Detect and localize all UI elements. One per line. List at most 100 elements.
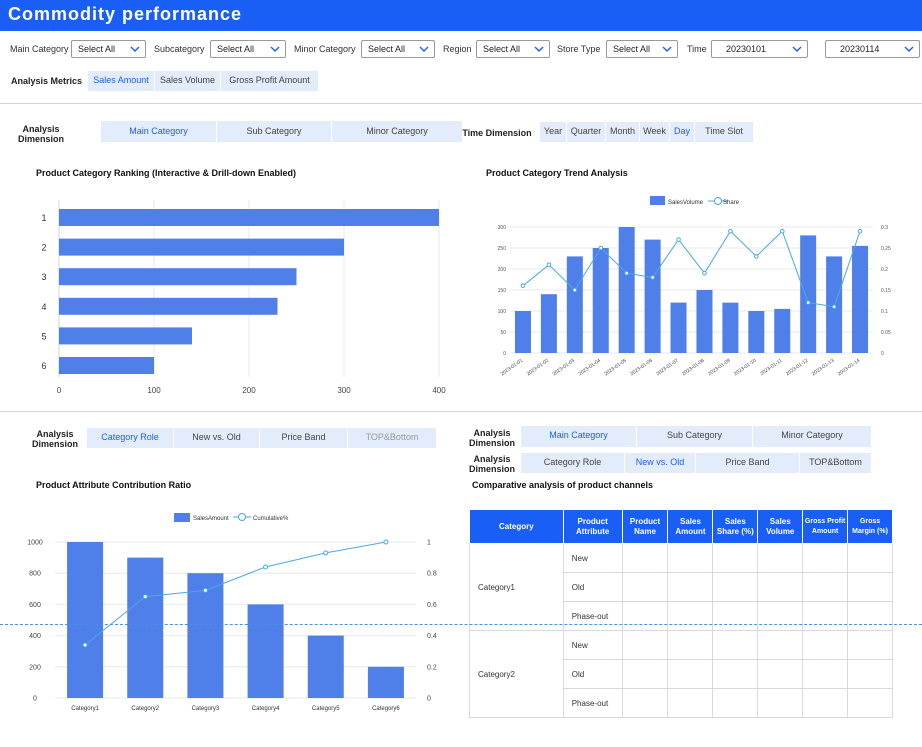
tab-sub-category[interactable]: Sub Category — [217, 121, 332, 142]
y-tick-label: 1 — [41, 213, 46, 223]
tab-year[interactable]: Year — [540, 122, 567, 142]
trend-chart[interactable]: SalesVolume Share 0 50 100 150 200 250 300 0 0.05 0… — [480, 190, 922, 390]
tab-category-role[interactable]: Category Role — [521, 453, 625, 473]
tab-new-vs-old[interactable]: New vs. Old — [174, 428, 260, 448]
dimension-tabs: Main Category Sub Category Minor Categor… — [101, 121, 462, 142]
series-line — [84, 541, 387, 646]
bar — [748, 311, 765, 353]
tab-minor-category[interactable]: Minor Category — [781, 430, 843, 440]
x-tick-label: 2023-01-10 — [733, 358, 758, 378]
bar — [852, 245, 869, 353]
col-header: Gross Margin (%) — [847, 509, 893, 544]
table-row: Category1 New — [469, 543, 893, 631]
main-category-label: Main Category — [10, 44, 69, 54]
region-select[interactable]: Select All — [476, 40, 550, 58]
chevron-down-icon — [270, 46, 280, 52]
filter-bar: Main Category Select All Subcategory Sel… — [0, 40, 922, 60]
attribute-cell: Old — [562, 572, 623, 602]
bar — [670, 302, 687, 353]
x-tick-label: 400 — [432, 386, 446, 395]
y2-tick-label: 0.1 — [881, 309, 888, 315]
bar — [514, 311, 531, 353]
region-label: Region — [443, 44, 472, 54]
line-point — [598, 245, 604, 251]
tab-top-bottom[interactable]: TOP&Bottom — [809, 457, 862, 467]
x-tick-label: 2023-01-08 — [681, 358, 706, 378]
attribute-cell: Old — [562, 659, 623, 689]
legend-label: Share — [723, 200, 740, 206]
legend-label: SalesVolume — [668, 200, 704, 206]
tab-category-role[interactable]: Category Role — [87, 428, 174, 448]
time-start-select[interactable]: 20230101 — [711, 40, 808, 58]
bar — [774, 308, 791, 353]
subcategory-select[interactable]: Select All — [210, 40, 286, 58]
tab-sales-amount[interactable]: Sales Amount — [88, 71, 155, 91]
tab-main-category[interactable]: Main Category — [101, 121, 217, 142]
y-tick-label: 600 — [29, 602, 41, 609]
tab-price-band[interactable]: Price Band — [696, 453, 800, 473]
line-point — [805, 300, 811, 305]
time-end-select[interactable]: 20230114 — [825, 40, 920, 58]
chevron-down-icon — [130, 46, 140, 52]
legend-label: Cumulative% — [253, 516, 289, 522]
tab-month[interactable]: Month — [606, 122, 640, 142]
x-tick-label: 2023-01-03 — [552, 358, 577, 378]
y2-tick-label: 0 — [427, 696, 431, 703]
page-title: Commodity performance — [8, 4, 243, 24]
tab-sub-category[interactable]: Sub Category — [637, 426, 753, 447]
tab-main-category[interactable]: Main Category — [521, 426, 637, 447]
tab-quarter[interactable]: Quarter — [567, 122, 606, 142]
y-tick-label: 300 — [498, 225, 507, 231]
time-dimension-label: Time Dimension — [462, 128, 532, 138]
col-header: Category — [469, 509, 564, 544]
col-header: Product Name — [621, 509, 669, 544]
bar — [59, 268, 297, 286]
bar — [67, 542, 104, 698]
y2-tick-label: 0.8 — [427, 571, 437, 578]
y-tick-label: 5 — [41, 331, 46, 341]
tab-top-bottom[interactable]: TOP&Bottom — [365, 432, 419, 442]
analysis-metrics-label: Analysis Metrics — [11, 76, 83, 86]
main-category-value: Select All — [78, 44, 116, 54]
x-tick-label: 2023-01-14 — [837, 358, 862, 378]
line-point — [728, 228, 733, 234]
tab-price-band[interactable]: Price Band — [260, 428, 348, 448]
table-row: Phase-out — [470, 688, 893, 718]
tab-time-slot[interactable]: Time Slot — [705, 126, 743, 136]
minor-category-select[interactable]: Select All — [361, 40, 435, 58]
bar — [59, 209, 439, 226]
ranking-chart[interactable]: 0 100 200 300 400 1 2 3 4 5 6 — [0, 195, 460, 400]
y2-tick-label: 0.2 — [427, 664, 437, 671]
x-tick-label: 2023-01-02 — [526, 358, 551, 378]
channel-dimension-tabs: Main Category Sub Category Minor Categor… — [521, 426, 871, 447]
analysis-dimension-label: Analysis Dimension — [468, 428, 515, 448]
tab-week[interactable]: Week — [640, 122, 670, 142]
y-tick-label: 200 — [29, 664, 41, 671]
x-tick-label: Category1 — [71, 706, 99, 712]
bar — [722, 302, 739, 353]
main-category-select[interactable]: Select All — [71, 40, 146, 58]
bar — [59, 297, 278, 315]
tab-minor-category[interactable]: Minor Category — [366, 126, 428, 136]
contribution-chart[interactable]: SalesAmount Cumulative% 0 200 400 600 800 1000 0… — [0, 505, 460, 720]
line-point — [202, 587, 208, 593]
col-header: Product Attribute — [562, 509, 623, 544]
analysis-dimension-label: Analysis Dimension — [468, 454, 515, 474]
attribute-cell: New — [562, 543, 623, 573]
tab-day[interactable]: Day — [670, 122, 695, 142]
bar — [800, 235, 817, 353]
tab-gross-profit-amount[interactable]: Gross Profit Amount — [229, 75, 310, 85]
trend-chart-title: Product Category Trend Analysis — [486, 168, 628, 178]
line-point — [82, 642, 88, 648]
line-point — [546, 262, 552, 268]
tab-sales-volume[interactable]: Sales Volume — [155, 71, 221, 91]
y-tick-label: 2 — [41, 243, 46, 253]
store-type-select[interactable]: Select All — [606, 40, 678, 58]
analysis-metrics-tabs: Sales Amount Sales Volume Gross Profit A… — [88, 71, 318, 91]
col-header: Sales Amount — [667, 509, 714, 544]
legend-marker — [714, 197, 722, 205]
tab-new-vs-old[interactable]: New vs. Old — [625, 453, 696, 473]
x-tick-label: Category3 — [192, 706, 220, 712]
x-tick-label: 100 — [147, 386, 161, 395]
x-tick-label: Category4 — [252, 706, 280, 712]
